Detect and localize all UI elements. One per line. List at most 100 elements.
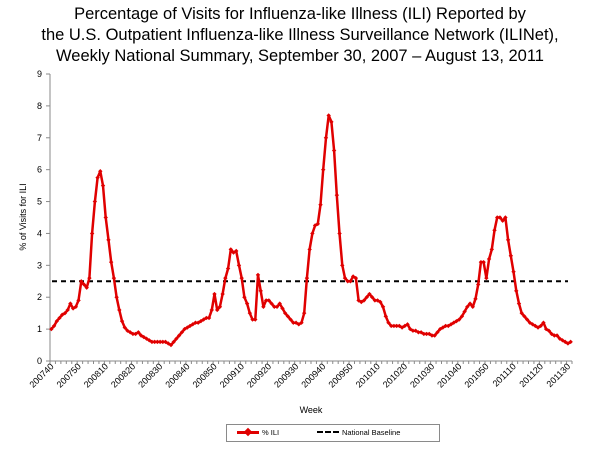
ili-point: [242, 295, 247, 300]
x-tick-label: 201050: [462, 361, 490, 389]
x-tick-label: 200840: [163, 361, 191, 389]
ili-point: [546, 328, 552, 333]
x-axis-label: Week: [300, 405, 323, 415]
ili-point: [505, 237, 511, 243]
ili-point: [470, 304, 475, 309]
ili-point: [443, 323, 448, 329]
ili-point: [266, 298, 272, 303]
ili-point: [568, 339, 573, 345]
ili-point: [299, 320, 304, 325]
ili-point: [372, 298, 378, 303]
ili-point: [147, 338, 152, 343]
ili-point: [79, 279, 84, 284]
ili-point: [95, 175, 100, 180]
ili-point: [307, 247, 312, 252]
ili-point: [73, 304, 79, 309]
ili-point: [489, 247, 494, 252]
ili-point: [212, 291, 217, 297]
y-tick-label: 1: [37, 324, 42, 334]
ili-point: [261, 304, 266, 309]
ili-point: [500, 218, 505, 223]
ili-point: [342, 275, 348, 281]
ili-point: [190, 322, 195, 327]
ili-point: [465, 304, 470, 309]
ili-point: [280, 306, 285, 311]
ili-point: [144, 336, 149, 341]
ili-point: [380, 304, 386, 309]
y-tick-label: 5: [37, 197, 42, 207]
ili-point: [253, 317, 258, 322]
ili-point: [62, 310, 68, 316]
ili-point: [204, 315, 209, 321]
ili-point: [386, 320, 391, 325]
ili-point: [155, 339, 160, 345]
ili-point: [495, 215, 500, 220]
x-tick-label: 201010: [354, 361, 382, 389]
ili-point: [236, 263, 242, 268]
legend-label-baseline: National Baseline: [342, 427, 401, 437]
x-tick-label: 201130: [544, 361, 572, 389]
ili-point: [51, 323, 57, 329]
y-tick-label: 3: [37, 260, 42, 270]
ili-point: [206, 315, 212, 321]
ili-point: [503, 215, 508, 220]
ili-point: [119, 318, 125, 324]
ili-point: [473, 296, 478, 302]
ili-point: [157, 339, 163, 345]
ili-point: [163, 339, 168, 345]
ili-point: [326, 113, 331, 118]
legend-swatch-ili-icon: [237, 427, 259, 437]
ili-point: [554, 333, 560, 338]
ili-point: [337, 231, 342, 236]
legend: % ILI National Baseline: [226, 424, 440, 442]
ili-point: [269, 301, 274, 306]
x-tick-label: 200850: [191, 361, 219, 389]
ili-point: [54, 318, 59, 324]
ili-point: [383, 314, 388, 319]
ili-point: [239, 275, 244, 281]
ili-point: [429, 333, 435, 338]
ili-point: [348, 279, 353, 284]
ili-point: [304, 275, 310, 281]
ili-point: [98, 169, 103, 174]
chart-title-line-3: Weekly National Summary, September 30, 2…: [56, 47, 544, 65]
ili-point: [244, 301, 250, 306]
y-tick-label: 2: [37, 292, 42, 302]
ili-point: [459, 314, 465, 319]
ili-point: [255, 272, 261, 278]
x-tick-label: 200830: [136, 361, 164, 389]
ili-point: [220, 291, 225, 297]
ili-point: [514, 288, 519, 294]
ili-point: [302, 310, 307, 316]
ili-point: [263, 298, 269, 303]
ili-point: [92, 199, 98, 204]
ili-point: [389, 323, 394, 329]
ili-point: [49, 326, 54, 332]
ili-point: [68, 301, 73, 306]
ili-point: [106, 237, 111, 243]
ili-point: [508, 253, 514, 258]
y-axis-label: % of Visits for ILI: [18, 183, 28, 250]
ili-point: [345, 279, 350, 284]
ili-point: [282, 310, 288, 316]
y-tick-label: 8: [37, 101, 42, 111]
legend-swatch-baseline-icon: [317, 427, 339, 437]
ili-point: [467, 301, 473, 306]
ili-point: [138, 333, 144, 338]
x-tick-label: 201120: [517, 361, 545, 389]
ili-point: [217, 304, 223, 309]
ili-point: [364, 295, 369, 300]
ili-point: [310, 231, 315, 236]
ili-point: [176, 333, 182, 338]
ili-point: [130, 331, 136, 337]
x-tick-label: 200910: [218, 361, 246, 389]
ili-point: [117, 307, 122, 313]
ili-point: [193, 320, 198, 325]
ili-point: [84, 285, 89, 290]
ili-point: [519, 310, 524, 316]
ili-point: [334, 192, 340, 198]
y-tick-label: 0: [37, 356, 42, 366]
x-tick-label: 201020: [381, 361, 409, 389]
x-axis-ticks: 2007402007502008102008202008302008402008…: [27, 361, 573, 390]
ili-point: [81, 282, 87, 287]
